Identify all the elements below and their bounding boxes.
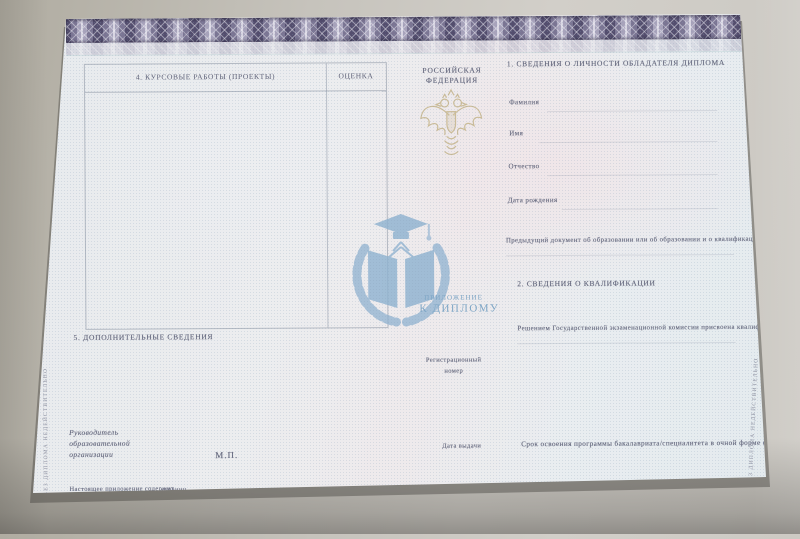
surname-label: Фамилия [509,98,540,107]
name-label: Имя [509,129,524,138]
double-headed-eagle-icon [420,88,483,156]
table-header-separator [85,90,387,93]
section5-title: 5. ДОПОЛНИТЕЛЬНЫЕ СВЕДЕНИЯ [73,332,214,342]
watermark-line1: ПРИЛОЖЕНИЕ [424,293,483,302]
issue-date-label: Дата выдачи [442,442,482,450]
reg-number-line1: Регистрационный [425,356,482,364]
name-line [539,141,718,144]
qualification-line [517,341,736,345]
birthdate-label: Дата рождения [507,196,558,205]
country-name-line1: РОССИЙСКАЯ [422,65,482,75]
previous-document-label: Предыдущий документ об образовании или о… [505,235,762,245]
courseworks-header: 4. КУРСОВЫЕ РАБОТЫ (ПРОЕКТЫ) [135,71,276,82]
watermark-line2: К ДИПЛОМУ [419,302,500,315]
left-edge-warning-text: БЕЗ ДИПЛОМА НЕДЕЙСТВИТЕЛЬНО [42,367,50,496]
grade-header: ОЦЕНКА [338,71,374,81]
table-column-separator [325,63,329,328]
birthdate-line [561,208,718,211]
seal-label: М.П. [215,449,239,461]
head-of-org-label: Руководитель образовательной организации [69,427,131,460]
section2-title: 2. СВЕДЕНИЯ О КВАЛИФИКАЦИИ [517,278,656,289]
qualification-label: Решением Государственной экзаменационной… [517,323,783,333]
previous-document-line [506,253,735,257]
patronymic-line [547,174,718,177]
patronymic-label: Отчество [508,162,540,171]
graduation-logo-watermark [352,213,450,327]
reg-number-line2: номер [444,367,464,375]
country-name-line2: ФЕДЕРАЦИЯ [425,75,478,85]
right-edge-warning-text: БЕЗ ДИПЛОМА НЕДЕЙСТВИТЕЛЬНО [747,357,760,485]
section1-title: 1. СВЕДЕНИЯ О ЛИЧНОСТИ ОБЛАДАТЕЛЯ ДИПЛОМ… [506,58,726,69]
surname-line [547,110,718,113]
